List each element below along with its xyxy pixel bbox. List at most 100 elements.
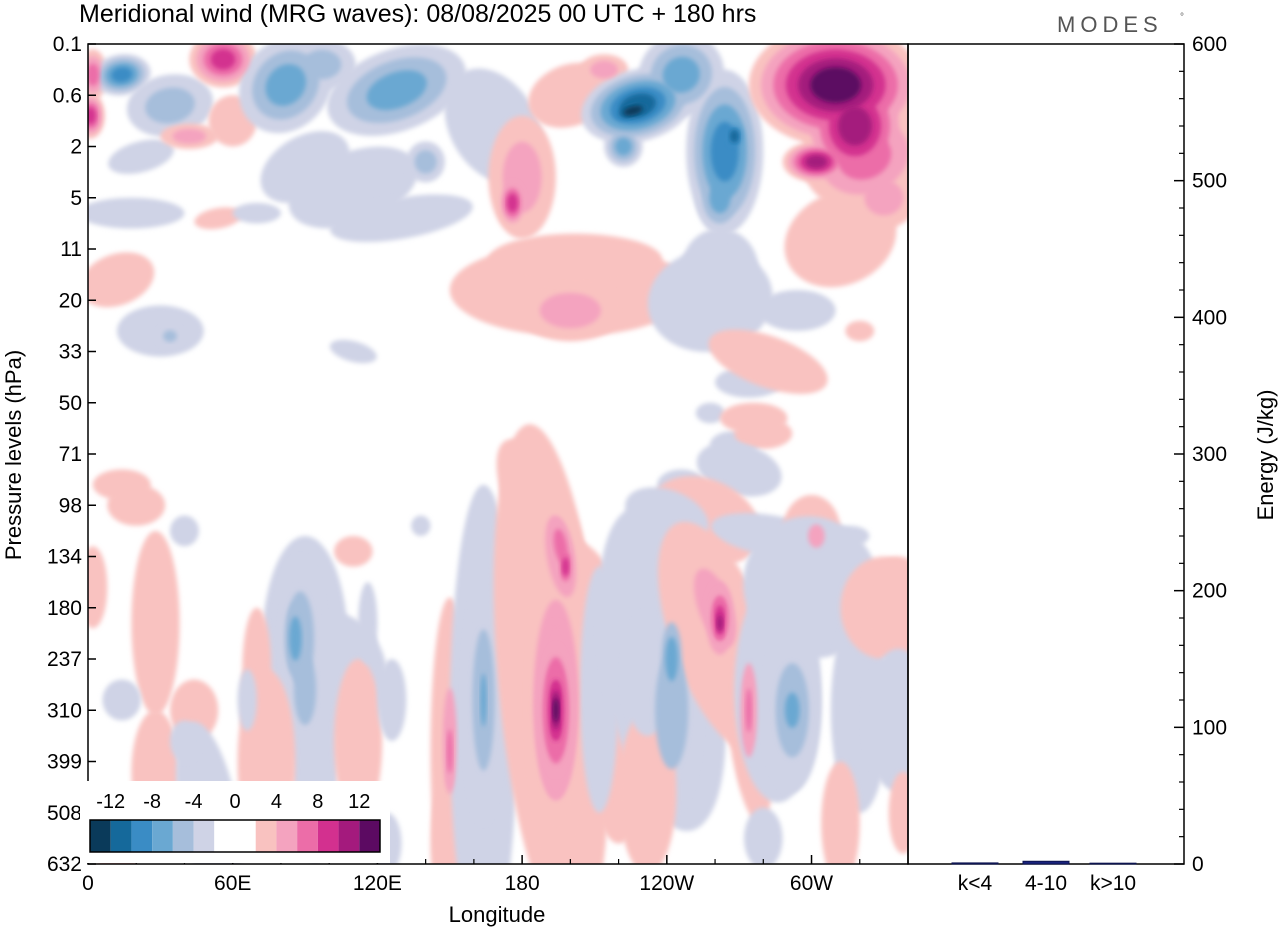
colorbar-label: -8	[143, 791, 161, 813]
energy-tick-label: 300	[1192, 443, 1227, 466]
energy-bar	[1022, 860, 1070, 865]
contour-region	[729, 129, 739, 143]
colorbar-swatch	[131, 820, 153, 852]
contour-region	[480, 673, 487, 727]
energy-categories: k<4 4-10 k>10	[958, 872, 1136, 895]
contour-region	[810, 67, 861, 103]
longitude-tick-label: 0	[82, 872, 94, 895]
contour-region	[88, 197, 185, 229]
contour-region	[108, 139, 174, 174]
contour-region	[716, 614, 723, 632]
energy-bar	[951, 862, 999, 865]
colorbar-swatch	[297, 820, 318, 852]
pressure-tick-label: 180	[47, 597, 82, 620]
contour-region	[111, 67, 133, 83]
contour-region	[662, 56, 700, 93]
colorbar-swatch	[276, 820, 298, 852]
contour-region	[539, 292, 601, 329]
colorbar-swatch	[235, 820, 256, 852]
contour-region	[265, 64, 307, 106]
contour-region	[88, 63, 100, 86]
pressure-tick-label: 0.1	[53, 33, 82, 56]
contour-region	[695, 402, 725, 424]
colorbar-swatch	[359, 820, 380, 852]
pressure-tick-label: 50	[59, 392, 82, 415]
contour-region	[488, 233, 662, 285]
colorbar-label: 0	[229, 791, 240, 813]
contour-region	[302, 49, 342, 80]
contour-region	[163, 330, 177, 343]
brand-mark: °	[1180, 12, 1184, 23]
pressure-tick-label: 134	[47, 546, 82, 569]
pressure-tick-label: 71	[59, 443, 82, 466]
pressure-tick-label: 11	[60, 238, 82, 261]
colorbar-swatch	[317, 820, 339, 852]
contour-region	[131, 530, 180, 716]
brand-logo: MODES	[1057, 12, 1163, 37]
contour-region	[289, 616, 302, 661]
energy-plot-frame	[907, 43, 1185, 865]
contour-region	[623, 105, 643, 116]
longitude-tick-label: 120W	[639, 872, 694, 895]
pressure-tick-label: 399	[47, 751, 82, 774]
colorbar-label: -12	[96, 791, 125, 813]
contour-region	[330, 194, 473, 243]
pressure-tick-label: 20	[59, 289, 82, 312]
contour-region	[805, 155, 828, 169]
contour-region	[145, 87, 195, 124]
contour-region	[845, 320, 875, 342]
contour-region	[446, 729, 453, 774]
pressure-tick-label: 98	[59, 494, 82, 517]
contour-region	[808, 524, 825, 548]
contour-region	[377, 659, 407, 741]
y-axis-label: Pressure levels (hPa)	[1, 350, 26, 560]
colorbar-swatch	[338, 820, 360, 852]
contour-region	[647, 248, 773, 352]
contour-region	[358, 582, 378, 665]
contour-region	[837, 106, 872, 146]
contour-region	[590, 60, 618, 79]
contour-region	[210, 49, 236, 70]
contour-region	[507, 193, 518, 213]
contour-region	[719, 402, 788, 434]
colorbar-swatch	[172, 820, 194, 852]
energy-tick-label: 400	[1192, 306, 1227, 329]
longitude-tick-label: 60E	[214, 872, 251, 895]
contour-region	[411, 515, 431, 536]
contour-region	[615, 137, 632, 156]
contour-region	[758, 290, 836, 331]
contour-region	[562, 557, 570, 577]
contour-region	[88, 107, 96, 125]
energy-category-label: 4-10	[1025, 872, 1067, 895]
contour-region	[329, 339, 377, 364]
colorbar-swatch	[152, 820, 173, 852]
colorbar-swatch	[193, 820, 215, 852]
pressure-tick-label: 5	[70, 187, 82, 210]
pressure-tick-label: 0.6	[53, 84, 82, 107]
energy-tick-label: 0	[1192, 853, 1204, 876]
contour-region	[821, 761, 860, 864]
colorbar-swatch	[90, 820, 111, 852]
pressure-tick-label: 2	[70, 136, 82, 159]
energy-bars	[951, 860, 1137, 865]
contour-region	[334, 536, 373, 567]
contour-region	[665, 636, 678, 682]
contour-region	[237, 669, 257, 731]
colorbar	[89, 819, 381, 853]
energy-axis-label: Energy (J/kg)	[1253, 390, 1278, 521]
contour-region	[293, 654, 317, 726]
contour-region	[864, 648, 908, 793]
contour-region	[88, 546, 108, 629]
colorbar-labels: -12 -8 -4 0 4 8 12	[96, 791, 370, 813]
colorbar-label: 4	[271, 791, 282, 813]
energy-tick-label: 100	[1192, 716, 1227, 739]
contour-region	[366, 70, 427, 110]
pressure-axis: 0.1 0.6 2 5 11 20 33 50 71 98 134 180 237 310 399 508 63…	[47, 33, 96, 876]
contour-region	[784, 692, 800, 729]
longitude-axis: 0 60E 120E 180 120W 60W	[82, 855, 861, 895]
energy-category-label: k>10	[1090, 872, 1136, 895]
contour-region	[107, 484, 166, 526]
contour-region	[745, 688, 752, 733]
colorbar-swatch	[110, 820, 132, 852]
